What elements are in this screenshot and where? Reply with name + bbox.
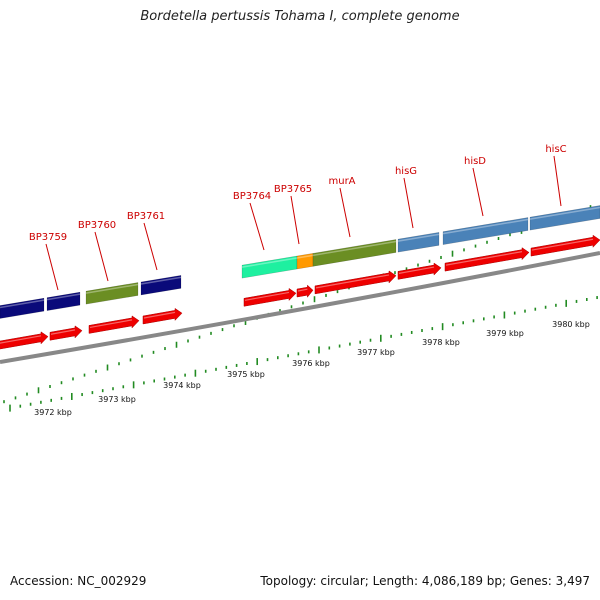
- gene-label: BP3760: [78, 220, 116, 231]
- kbp-scale-label: 3975 kbp: [227, 370, 265, 379]
- block-highlight: [140, 276, 182, 285]
- label-leader-line: [339, 187, 351, 238]
- kbp-scale-label: 3976 kbp: [292, 359, 330, 368]
- gene-arrow: [142, 307, 183, 325]
- gene-arrow: [243, 287, 297, 307]
- gene-arrow: [397, 262, 442, 280]
- label-leader-line: [553, 155, 562, 207]
- gene-category-block: [312, 239, 397, 267]
- gene-label: BP3764: [233, 191, 271, 202]
- arrow-highlight: [244, 291, 290, 301]
- label-leader-line: [143, 222, 158, 271]
- arrow-highlight: [445, 251, 523, 266]
- block-highlight: [0, 299, 45, 309]
- map-title: Bordetella pertussis Tohama I, complete …: [140, 9, 460, 24]
- block-highlight: [442, 218, 529, 235]
- arrow-highlight: [531, 238, 594, 251]
- arrow-highlight: [50, 329, 76, 335]
- arrow-highlight: [315, 274, 390, 289]
- block-highlight: [312, 240, 397, 257]
- kbp-scale-label: 3973 kbp: [98, 395, 136, 404]
- label-leader-line: [472, 167, 484, 217]
- arrow-highlight: [143, 311, 176, 319]
- block-highlight: [529, 206, 600, 220]
- gene-arrow: [49, 325, 83, 341]
- kbp-scale-labels: 3972 kbp 3973 kbp 3974 kbp 3975 kbp 3976 kbp…: [34, 320, 590, 417]
- gene-arrow: [444, 247, 530, 272]
- gene-category-block: [442, 217, 529, 245]
- arrow-highlight: [0, 335, 42, 344]
- block-highlight: [296, 254, 314, 259]
- label-leader-lines: [45, 155, 562, 291]
- gene-category-track: [0, 205, 600, 319]
- arrow-highlight: [398, 266, 435, 274]
- kbp-scale-label: 3980 kbp: [552, 320, 590, 329]
- kbp-scale-label: 3974 kbp: [163, 381, 201, 390]
- label-leader-line: [94, 231, 109, 282]
- genome-stats-text: Topology: circular; Length: 4,086,189 bp…: [260, 574, 590, 588]
- accession-text: Accession: NC_002929: [10, 574, 147, 588]
- kbp-scale-label: 3977 kbp: [357, 348, 395, 357]
- genome-backbone: [0, 251, 600, 364]
- kbp-scale-label: 3978 kbp: [422, 338, 460, 347]
- inner-tick-track: [9, 296, 598, 412]
- gene-category-block: [0, 297, 45, 319]
- label-leader-line: [403, 177, 414, 229]
- label-leader-line: [249, 202, 265, 251]
- gene-category-block: [85, 282, 139, 305]
- block-highlight: [85, 283, 139, 294]
- backbone-line: [0, 251, 600, 364]
- label-leader-line: [45, 243, 59, 291]
- gene-label: murA: [328, 176, 355, 187]
- gene-arrow: [530, 234, 600, 257]
- gene-arrow: [88, 315, 140, 334]
- gene-category-block: [140, 275, 182, 296]
- gene-label: hisG: [395, 166, 417, 177]
- gene-label: BP3761: [127, 211, 165, 222]
- gene-arrow: [314, 270, 397, 295]
- gene-category-block: [529, 205, 600, 231]
- arrow-highlight: [297, 288, 308, 292]
- gene-label: BP3765: [274, 184, 312, 195]
- block-highlight: [46, 293, 81, 301]
- gene-arrow-track: [0, 234, 600, 350]
- block-highlight: [241, 257, 298, 268]
- gene-category-block: [397, 232, 440, 253]
- gene-label: BP3759: [29, 232, 67, 243]
- gene-label: hisD: [464, 156, 486, 167]
- gene-arrow: [0, 331, 49, 350]
- gene-label: hisC: [545, 144, 566, 155]
- kbp-scale-label: 3979 kbp: [486, 329, 524, 338]
- gene-arrow: [296, 284, 314, 298]
- label-leader-line: [290, 195, 300, 245]
- gene-category-block: [46, 291, 81, 311]
- arrow-highlight: [89, 319, 133, 329]
- block-highlight: [397, 233, 440, 242]
- kbp-scale-label: 3972 kbp: [34, 408, 72, 417]
